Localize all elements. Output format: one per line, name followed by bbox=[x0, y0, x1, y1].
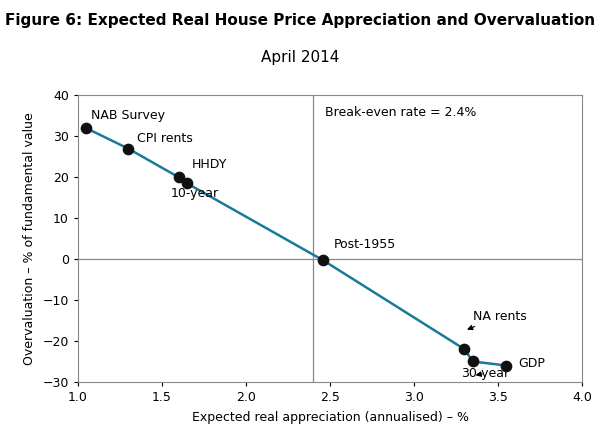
Point bbox=[319, 257, 328, 264]
Point bbox=[174, 174, 184, 181]
Text: 30-year: 30-year bbox=[461, 367, 509, 380]
Y-axis label: Overvaluation – % of fundamental value: Overvaluation – % of fundamental value bbox=[23, 112, 35, 365]
Text: GDP: GDP bbox=[518, 357, 545, 370]
Text: NA rents: NA rents bbox=[468, 309, 527, 329]
Point bbox=[468, 358, 478, 365]
X-axis label: Expected real appreciation (annualised) – %: Expected real appreciation (annualised) … bbox=[191, 411, 469, 424]
Text: Break-even rate = 2.4%: Break-even rate = 2.4% bbox=[325, 106, 476, 119]
Text: HHDY: HHDY bbox=[192, 158, 227, 171]
Text: April 2014: April 2014 bbox=[261, 50, 339, 65]
Text: CPI rents: CPI rents bbox=[137, 132, 193, 145]
Point bbox=[502, 362, 511, 369]
Point bbox=[460, 346, 469, 353]
Text: Post-1955: Post-1955 bbox=[334, 238, 395, 251]
Text: NAB Survey: NAB Survey bbox=[91, 109, 166, 122]
Text: Figure 6: Expected Real House Price Appreciation and Overvaluation: Figure 6: Expected Real House Price Appr… bbox=[5, 13, 595, 28]
Point bbox=[124, 145, 133, 152]
Text: 10-year: 10-year bbox=[170, 187, 218, 200]
Point bbox=[82, 125, 91, 132]
Point bbox=[182, 180, 192, 187]
